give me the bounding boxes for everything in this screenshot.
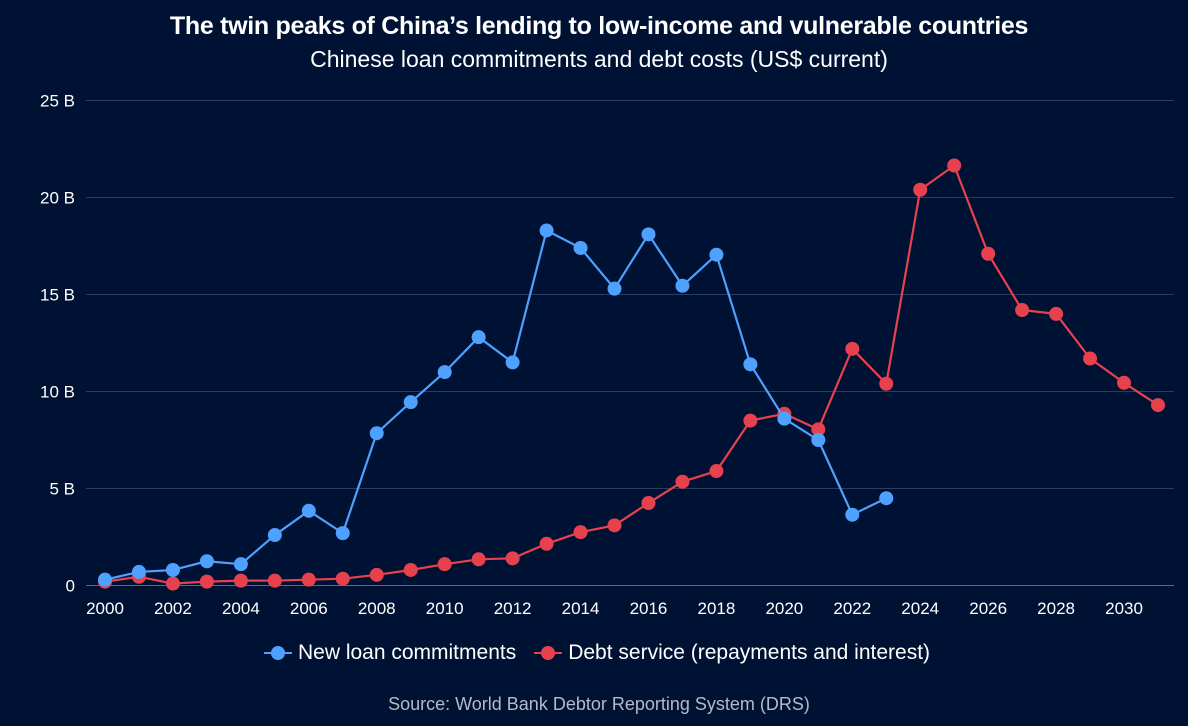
data-point[interactable]: [335, 526, 350, 541]
data-point[interactable]: [743, 357, 758, 372]
data-point[interactable]: [403, 562, 418, 577]
data-point[interactable]: [743, 413, 758, 428]
data-point[interactable]: [437, 365, 452, 380]
legend-label: Debt service (repayments and interest): [568, 641, 931, 664]
data-point[interactable]: [301, 572, 316, 587]
data-point[interactable]: [1049, 306, 1064, 321]
data-point[interactable]: [131, 564, 146, 579]
y-tick-label: 25 B: [40, 92, 75, 111]
y-tick-label: 5 B: [49, 480, 75, 499]
y-axis-ticks: 0 5 B 10 B 15 B 20 B 25 B: [40, 92, 75, 596]
chart-title: The twin peaks of China’s lending to low…: [169, 12, 1029, 40]
legend-label: New loan commitments: [297, 641, 517, 664]
data-point[interactable]: [369, 567, 384, 582]
data-point[interactable]: [709, 247, 724, 262]
data-point[interactable]: [437, 557, 452, 572]
legend-dot: [270, 646, 285, 660]
data-point[interactable]: [879, 376, 894, 391]
x-tick-label: 2018: [698, 599, 736, 618]
data-point[interactable]: [811, 433, 826, 447]
source-note: Source: World Bank Debtor Reporting Syst…: [388, 694, 810, 714]
x-tick-label: 2016: [630, 599, 668, 618]
data-point[interactable]: [369, 426, 384, 441]
x-tick-label: 2020: [765, 599, 803, 618]
data-point[interactable]: [267, 573, 282, 588]
data-point[interactable]: [505, 551, 520, 566]
data-point[interactable]: [98, 572, 112, 587]
data-point[interactable]: [845, 341, 860, 356]
chart-subtitle: Chinese loan commitments and debt costs …: [310, 46, 888, 72]
x-tick-label: 2022: [833, 599, 871, 618]
y-tick-label: 20 B: [40, 189, 75, 208]
data-point[interactable]: [811, 422, 826, 437]
series-debt-service-repayments-and-interest: [98, 158, 1165, 591]
series-new-loan-commitments: [98, 223, 894, 587]
data-point[interactable]: [165, 562, 180, 577]
data-point[interactable]: [335, 571, 350, 586]
data-point[interactable]: [607, 281, 622, 296]
data-point[interactable]: [641, 496, 656, 511]
legend-item-new-loan-commitments[interactable]: New loan commitments: [263, 641, 517, 665]
x-tick-label: 2010: [426, 599, 464, 618]
gridlines: [86, 100, 1174, 586]
data-point[interactable]: [777, 411, 792, 426]
y-tick-label: 15 B: [40, 286, 75, 305]
x-axis-ticks: 2000 2002 2004 2006 2008 2010 2012 2014 2016 2018…: [86, 599, 1143, 618]
data-point[interactable]: [1015, 303, 1030, 318]
data-point[interactable]: [539, 223, 554, 238]
data-point[interactable]: [1083, 351, 1098, 366]
x-tick-label: 2024: [901, 599, 939, 618]
data-point[interactable]: [1117, 375, 1132, 390]
series-layer: [98, 158, 1165, 591]
data-point[interactable]: [607, 518, 622, 533]
legend-item-debt-service[interactable]: Debt service (repayments and interest): [534, 641, 930, 665]
y-tick-label: 0: [66, 577, 75, 596]
data-point[interactable]: [947, 158, 962, 173]
legend-swatch-blue-icon: [263, 646, 292, 660]
data-point[interactable]: [675, 474, 690, 489]
series-line: [104, 229, 887, 581]
data-point[interactable]: [573, 525, 588, 540]
data-point[interactable]: [471, 552, 486, 567]
x-tick-label: 2012: [494, 599, 532, 618]
data-point[interactable]: [267, 528, 282, 543]
legend-swatch-red-icon: [534, 646, 563, 660]
data-point[interactable]: [403, 395, 418, 410]
data-point[interactable]: [539, 536, 554, 551]
x-tick-label: 2004: [222, 599, 260, 618]
data-point[interactable]: [1151, 398, 1165, 413]
x-tick-label: 2002: [154, 599, 192, 618]
data-point[interactable]: [981, 246, 996, 261]
data-point[interactable]: [233, 557, 248, 572]
x-tick-label: 2000: [86, 599, 124, 618]
data-point[interactable]: [879, 491, 894, 506]
data-point[interactable]: [913, 182, 928, 197]
data-point[interactable]: [641, 227, 656, 242]
data-point[interactable]: [573, 240, 588, 255]
data-point[interactable]: [471, 330, 486, 345]
data-point[interactable]: [709, 464, 724, 479]
legend-dot: [541, 646, 556, 660]
data-point[interactable]: [301, 503, 316, 518]
x-tick-label: 2030: [1105, 599, 1143, 618]
x-tick-label: 2028: [1037, 599, 1075, 618]
data-point[interactable]: [199, 554, 214, 569]
data-point[interactable]: [845, 507, 860, 522]
x-tick-label: 2006: [290, 599, 328, 618]
data-point[interactable]: [233, 573, 248, 588]
legend: New loan commitments Debt service (repay…: [0, 641, 1188, 665]
y-tick-label: 10 B: [40, 383, 75, 402]
data-point[interactable]: [165, 576, 180, 591]
data-point[interactable]: [505, 355, 520, 370]
series-line: [104, 164, 1159, 585]
data-point[interactable]: [675, 278, 690, 293]
x-tick-label: 2014: [562, 599, 600, 618]
x-tick-label: 2026: [969, 599, 1007, 618]
x-tick-label: 2008: [358, 599, 396, 618]
data-point[interactable]: [199, 574, 214, 589]
